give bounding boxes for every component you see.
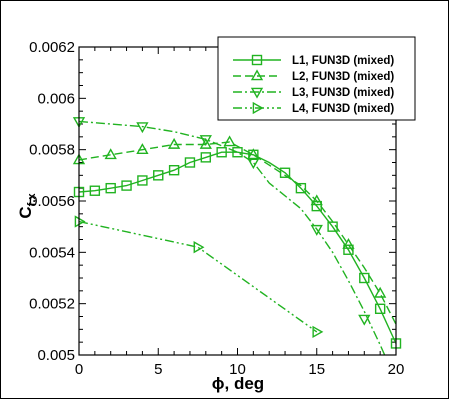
x-tick-label: 15 (308, 361, 325, 378)
series-3-marker (136, 122, 149, 134)
series-1-marker (327, 221, 338, 232)
y-axis-label-main: C (16, 206, 35, 218)
series-2-marker (223, 135, 236, 147)
series-layer (79, 120, 396, 355)
series-4-marker (74, 215, 86, 228)
y-axis-label: Cf,x (16, 193, 38, 219)
series-1-marker (279, 167, 291, 178)
x-tick-label: 20 (388, 361, 405, 378)
x-tick-label: 5 (154, 361, 162, 378)
series-2-marker (167, 137, 181, 149)
x-axis-label: ϕ, deg (212, 374, 264, 393)
legend-marker-1 (251, 54, 263, 66)
legend-label-2: L2, FUN3D (mixed) (292, 71, 394, 83)
series-1-marker (105, 182, 116, 194)
series-1-marker (121, 180, 132, 191)
series-1-marker (374, 303, 386, 314)
series-1-marker (232, 147, 243, 158)
series-2-marker (136, 143, 149, 154)
series-1-marker (359, 272, 370, 284)
axis-ticks: 0 5 10 15 20 0.005 0.0052 0.0054 0.0056 0.0058 0.0… (29, 39, 404, 378)
series-2-marker (199, 137, 212, 149)
y-axis-label-subscript: f,x (26, 193, 38, 207)
y-tick-label: 0.0056 (29, 193, 75, 210)
series-1-marker (168, 164, 180, 176)
x-tick-label: 0 (75, 361, 83, 378)
series-3-marker (199, 135, 212, 146)
series-1-marker (216, 147, 227, 158)
y-tick-label: 0.006 (37, 90, 75, 107)
y-tick-label: 0.0062 (29, 39, 75, 56)
series-4-marker (312, 325, 324, 339)
marker-layer (72, 117, 402, 349)
svg-text:Cf,x: Cf,x (16, 193, 38, 219)
y-tick-label: 0.0052 (29, 296, 75, 313)
legend-box (217, 36, 416, 121)
legend-marker-2 (250, 69, 264, 81)
legend: L1, FUN3D (mixed) L2, FUN3D (mixed) L3, FU… (217, 36, 416, 121)
series-1-marker (89, 185, 101, 196)
y-tick-label: 0.0058 (29, 142, 75, 159)
series-2-marker (342, 238, 355, 249)
series-1-marker (311, 200, 322, 212)
y-tick-label: 0.005 (37, 347, 75, 364)
series-2-marker (104, 148, 117, 160)
legend-label-4: L4, FUN3D (mixed) (292, 103, 394, 115)
legend-marker-3 (250, 87, 264, 99)
series-3-marker (247, 158, 260, 170)
series-1-marker (295, 182, 307, 194)
legend-label-1: L1, FUN3D (mixed) (292, 55, 394, 67)
series-1-marker (137, 175, 148, 186)
series-line-4 (79, 220, 318, 333)
series-1-marker (343, 244, 354, 255)
series-line-1 (79, 151, 396, 344)
legend-label-3: L3, FUN3D (mixed) (292, 87, 394, 99)
series-2-marker (310, 194, 323, 206)
series-3-marker (310, 224, 323, 236)
x-tick-label: 10 (229, 361, 246, 378)
series-3-marker (358, 314, 371, 326)
y-tick-label: 0.0054 (29, 244, 75, 261)
series-line-2 (79, 141, 396, 325)
series-1-marker (200, 152, 212, 163)
series-line-3 (79, 120, 386, 355)
series-1-marker (184, 157, 196, 168)
series-4-marker (193, 241, 205, 254)
series-1-marker (153, 170, 164, 181)
series-2-marker (374, 286, 387, 298)
legend-marker-4 (252, 101, 264, 115)
